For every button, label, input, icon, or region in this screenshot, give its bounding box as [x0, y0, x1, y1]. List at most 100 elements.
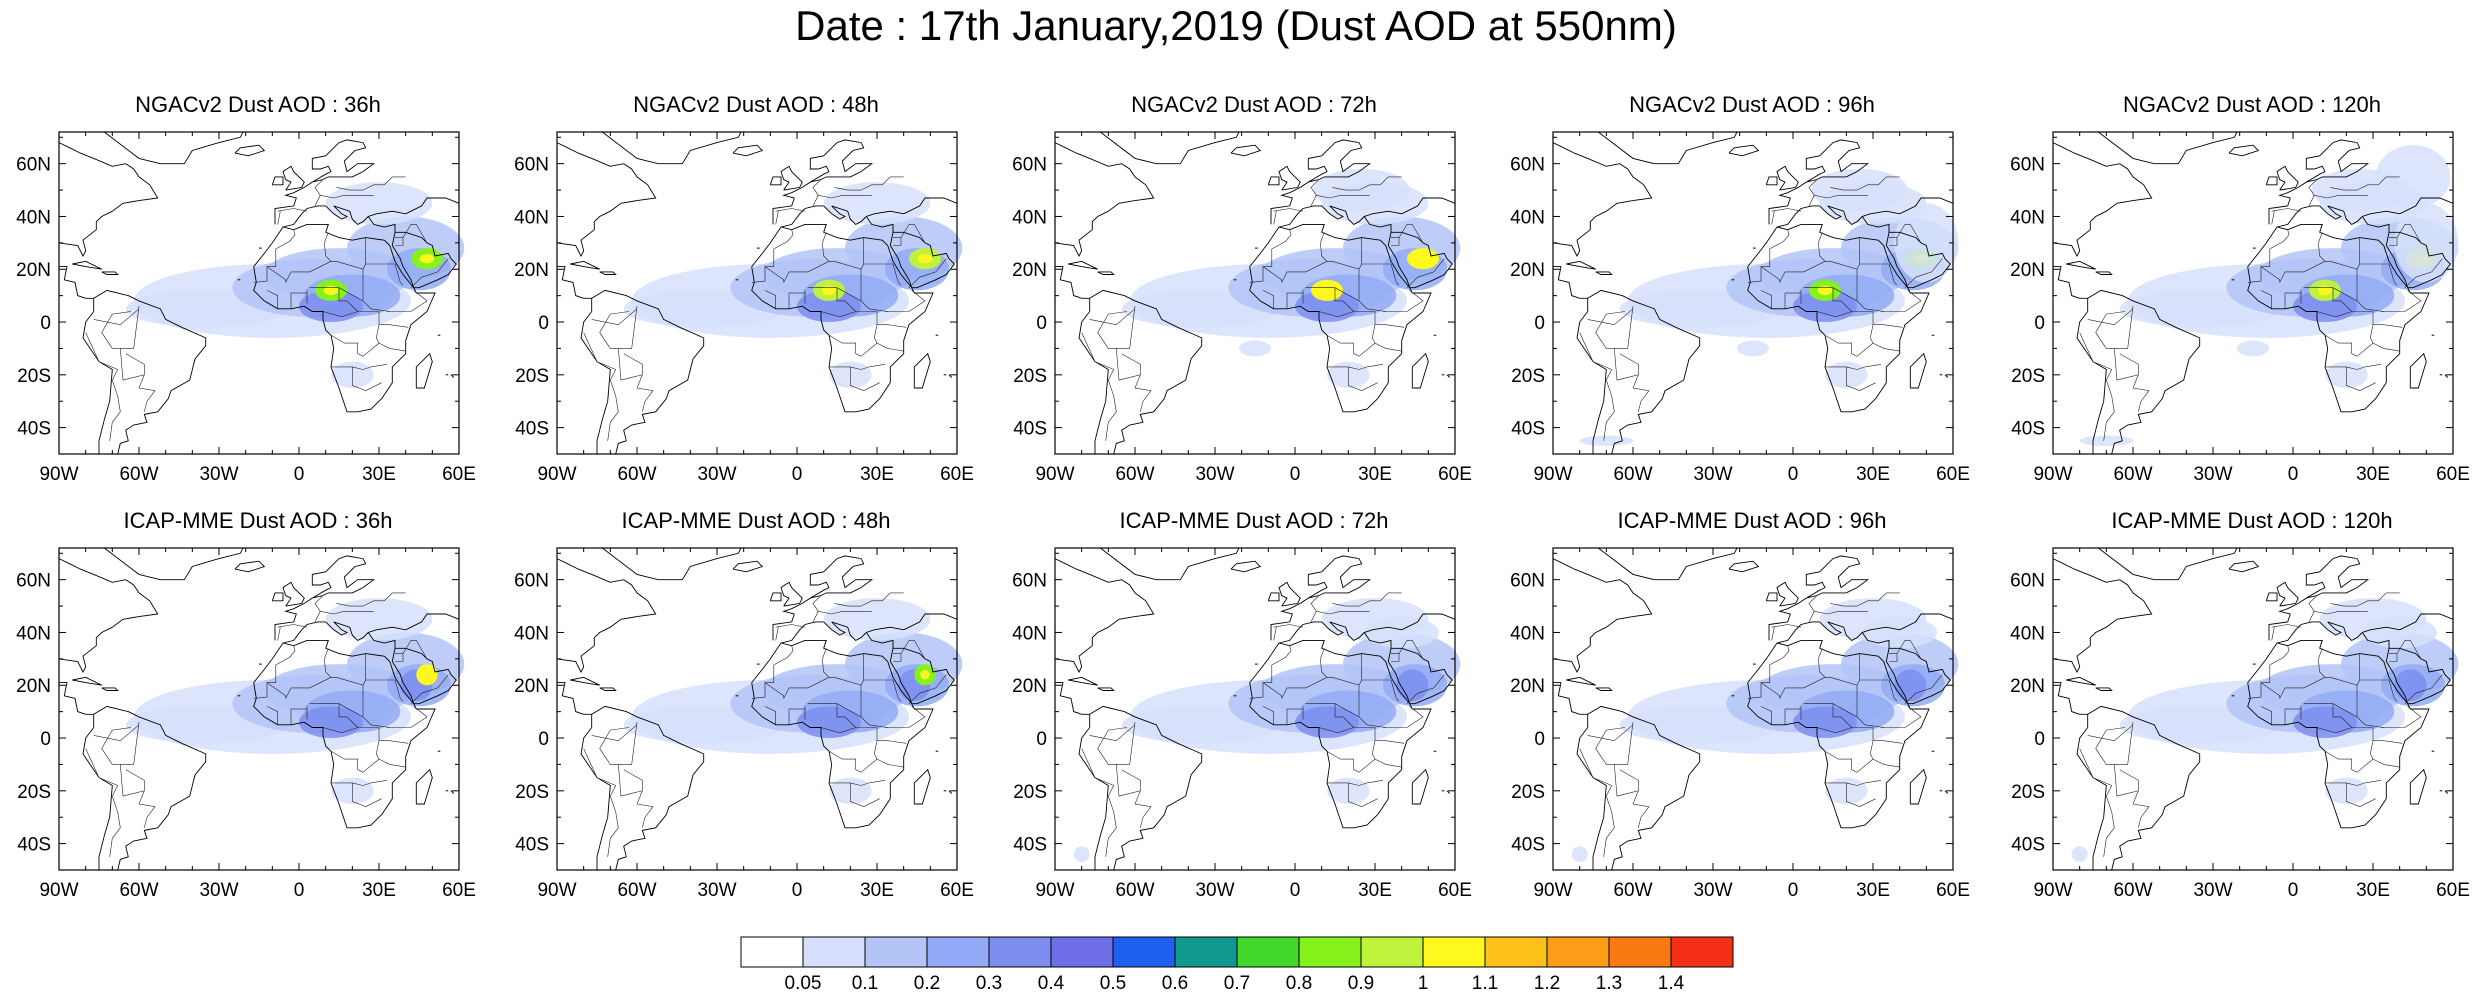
country-border [1814, 610, 1868, 615]
dust-contour [1894, 203, 1959, 283]
country-border [2087, 308, 2134, 326]
coastline-iceland [1728, 144, 1760, 157]
dust-contour [1313, 168, 1410, 212]
island [2444, 374, 2449, 378]
country-border [1814, 194, 1868, 199]
plot-area: 90W 60W 30W 0 30E 60E 60N 40N 20N 0 20S 40S [16, 547, 476, 901]
country-border [1873, 740, 1903, 744]
coastline-britain [780, 581, 803, 607]
country-border [2079, 332, 2115, 441]
coastline-med [1278, 621, 1365, 644]
country-border [2260, 706, 2272, 725]
country-border [1081, 748, 1117, 857]
coastline-iceland [234, 144, 266, 157]
country-border [2373, 324, 2403, 328]
country-border [1383, 290, 1424, 312]
country-border [836, 287, 856, 312]
ticks [2052, 548, 2454, 871]
lat-tick-label: 60N [16, 571, 51, 592]
country-border [2330, 237, 2361, 270]
country-border [829, 364, 886, 370]
coastline-britain [780, 165, 803, 191]
country-border [1310, 595, 1320, 623]
country-border [1896, 224, 1922, 244]
coastline-namerica [1054, 142, 1155, 257]
country-border [2330, 653, 2361, 686]
map-frame [2052, 131, 2454, 455]
country-border [1391, 237, 1400, 246]
country-border [1614, 348, 1639, 381]
lat-tick-label: 20S [2011, 782, 2045, 803]
country-border [1595, 306, 1634, 349]
country-border [1391, 653, 1400, 662]
colorbar-swatch [1236, 936, 1300, 968]
coastlines [2052, 547, 2454, 871]
panel-title: ICAP-MME Dust AOD : 48h [621, 508, 891, 533]
country-border [394, 263, 404, 286]
coastline-samerica [1078, 705, 1203, 871]
country-border [2388, 679, 2398, 702]
lon-tick-label: 0 [792, 464, 803, 485]
coastline-iceland [1230, 560, 1262, 573]
coastline-greenland [1598, 547, 1738, 581]
country-border [591, 308, 638, 326]
country-border [1116, 348, 1141, 381]
country-border [599, 306, 638, 349]
country-border [583, 332, 619, 441]
country-border [351, 782, 382, 808]
country-border [320, 194, 374, 199]
colorbar: 0.05 0.1 0.2 0.3 0.4 0.5 0.6 0.7 0.8 0.9 1 1.1 1.2 1.… [740, 936, 1734, 994]
country-border [1579, 748, 1615, 857]
coastline-samerica [1078, 289, 1203, 455]
country-borders [2079, 592, 2443, 857]
lat-tick-label: 20N [16, 260, 51, 281]
island [948, 374, 953, 378]
dust-contour [797, 290, 861, 323]
coastline-britain [282, 165, 305, 191]
country-border [1374, 758, 1402, 768]
coastline-africa [253, 223, 436, 413]
country-border [266, 290, 278, 309]
ticks [1054, 132, 1456, 455]
country-border [1760, 290, 1772, 309]
country-border [2308, 595, 2318, 623]
lon-tick-label: 60W [119, 880, 158, 901]
country-border [1081, 332, 1117, 441]
lon-tick-label: 30W [697, 464, 736, 485]
lat-tick-label: 40N [2010, 623, 2045, 644]
lon-tick-label: 60W [119, 464, 158, 485]
country-border [1832, 287, 1852, 312]
map-panel: 90W 60W 30W 0 30E 60E 60N 40N 20N 0 20S 40S [16, 547, 476, 901]
country-border [1320, 232, 1325, 244]
lat-tick-label: 60N [1012, 571, 1047, 592]
coastlines [556, 547, 958, 871]
country-border [599, 722, 638, 765]
country-borders [85, 592, 449, 857]
dust-contour [419, 253, 435, 264]
lat-tick-label: 0 [40, 729, 51, 750]
colorbar-swatch [1360, 936, 1424, 968]
country-border [1832, 703, 1852, 728]
coastline-europe [772, 555, 874, 641]
map-frame [1552, 131, 1954, 455]
island [1446, 374, 1451, 378]
country-border [2381, 706, 2422, 728]
lat-tick-label: 40S [1511, 419, 1545, 440]
country-border [2324, 334, 2374, 357]
lon-tick-label: 30W [199, 880, 238, 901]
country-border [834, 176, 904, 191]
country-border [1818, 232, 1823, 244]
lat-tick-label: 40N [16, 207, 51, 228]
country-border [410, 674, 449, 704]
dust-contour [422, 669, 432, 680]
lon-tick-label: 90W [1533, 464, 1572, 485]
lon-tick-label: 30W [1195, 464, 1234, 485]
map-frame [1054, 547, 1456, 871]
country-border [2324, 750, 2374, 773]
coastline-africa [2247, 223, 2430, 413]
coastline-britain [2276, 165, 2299, 191]
coastline-madagascar [913, 768, 931, 805]
lat-tick-label: 20N [514, 260, 549, 281]
lon-tick-label: 60E [2436, 880, 2470, 901]
lat-tick-label: 40N [2010, 207, 2045, 228]
